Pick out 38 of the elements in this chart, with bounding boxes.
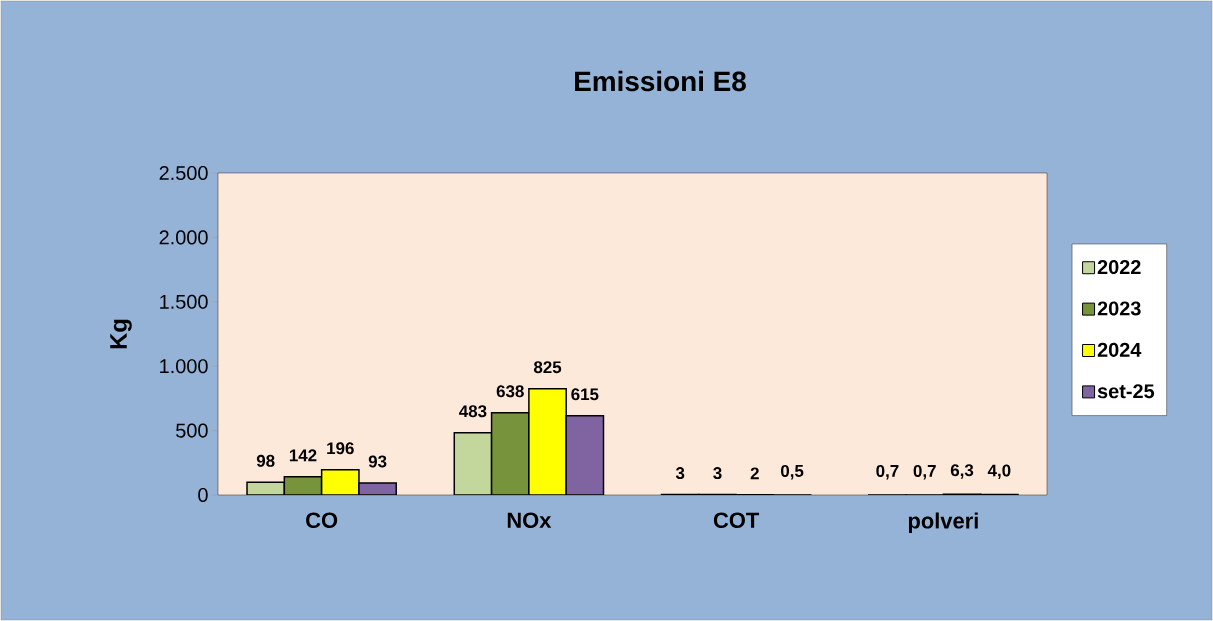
y-tick-label: 2.500 bbox=[159, 165, 208, 181]
data-label: 196 bbox=[327, 442, 354, 455]
data-label: 638 bbox=[496, 385, 524, 398]
legend-label: 2024 bbox=[1097, 342, 1142, 357]
data-label: 142 bbox=[289, 449, 317, 462]
data-label: 0,7 bbox=[913, 464, 936, 480]
data-label: 0,7 bbox=[876, 464, 899, 480]
data-label: 2 bbox=[750, 467, 759, 480]
x-tick-label: CO bbox=[306, 512, 338, 529]
chart-title: Emissioni E8 bbox=[575, 70, 746, 92]
data-label: 98 bbox=[256, 454, 275, 467]
data-label: 4,0 bbox=[987, 464, 1011, 479]
data-label: 0,5 bbox=[780, 464, 804, 480]
data-label: 825 bbox=[533, 361, 562, 374]
bar bbox=[453, 432, 493, 495]
data-label: 483 bbox=[459, 405, 487, 418]
x-tick-label: NOx bbox=[507, 512, 552, 529]
y-tick-label: 1.500 bbox=[160, 294, 208, 309]
data-label: 6,3 bbox=[950, 464, 974, 479]
legend-label: set-25 bbox=[1097, 384, 1155, 399]
legend-label: 2022 bbox=[1097, 260, 1141, 275]
data-label: 3 bbox=[675, 467, 685, 480]
x-tick-label: polveri bbox=[908, 512, 978, 533]
y-tick-label: 1.000 bbox=[160, 359, 208, 374]
y-tick-label: 0 bbox=[198, 487, 208, 503]
data-label: 3 bbox=[713, 467, 722, 480]
data-label: 93 bbox=[368, 455, 387, 468]
bar bbox=[320, 468, 360, 495]
bar bbox=[283, 475, 323, 495]
y-tick-label: 2.000 bbox=[159, 230, 208, 245]
x-tick-label: COT bbox=[713, 512, 760, 529]
bar bbox=[490, 412, 530, 495]
y-axis-title: Kg bbox=[110, 319, 132, 349]
data-label: 615 bbox=[571, 388, 599, 401]
bar bbox=[528, 387, 567, 495]
legend-label: 2023 bbox=[1097, 301, 1141, 316]
bar bbox=[565, 415, 605, 495]
y-tick-label: 500 bbox=[176, 423, 208, 438]
